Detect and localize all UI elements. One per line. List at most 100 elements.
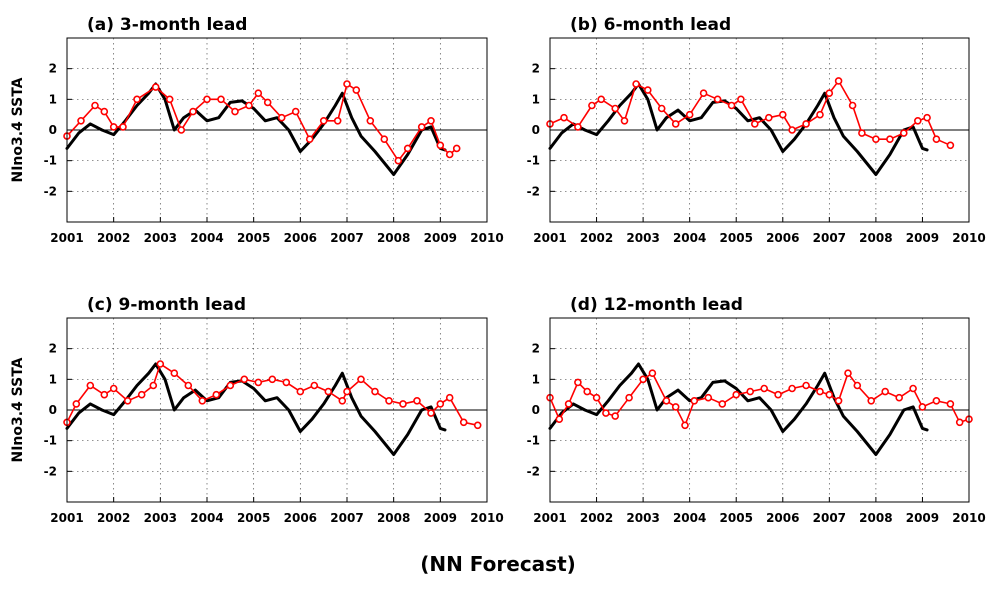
- forecast-point: [611, 104, 620, 113]
- x-tick-label: 2004: [673, 231, 706, 245]
- forecast-point: [737, 95, 745, 104]
- forecast-point: [746, 387, 755, 396]
- forecast-point: [574, 123, 582, 131]
- forecast-point: [643, 86, 652, 94]
- forecast-point: [427, 409, 435, 417]
- forecast-point: [611, 412, 620, 420]
- y-tick-label: 1: [49, 92, 57, 106]
- forecast-point: [788, 126, 796, 134]
- forecast-point: [385, 396, 393, 405]
- y-tick-label: 0: [49, 403, 57, 417]
- x-tick-label: 2008: [859, 511, 892, 525]
- forecast-point: [657, 104, 666, 113]
- forecast-point: [333, 117, 342, 125]
- x-tick-label: 2008: [859, 231, 892, 245]
- x-tick-label: 2006: [766, 231, 799, 245]
- forecast-point: [151, 83, 160, 91]
- forecast-point: [338, 396, 347, 405]
- forecast-point: [240, 375, 249, 384]
- forecast-point: [352, 86, 361, 94]
- forecast-point: [156, 360, 165, 368]
- forecast-point: [632, 80, 640, 88]
- forecast-point: [399, 400, 407, 408]
- x-tick-label: 2001: [533, 231, 566, 245]
- forecast-point: [858, 129, 866, 137]
- forecast-point: [473, 421, 482, 430]
- forecast-point: [177, 126, 186, 134]
- forecast-point: [955, 418, 964, 427]
- x-tick-label: 2005: [720, 511, 753, 525]
- x-tick-label: 2005: [720, 231, 753, 245]
- forecast-point: [231, 107, 239, 116]
- forecast-point: [932, 135, 941, 143]
- x-tick-label: 2006: [284, 511, 317, 525]
- forecast-point: [834, 77, 843, 85]
- forecast-point: [296, 387, 305, 396]
- y-tick-label: 2: [532, 62, 540, 76]
- forecast-point: [867, 396, 876, 405]
- forecast-point: [310, 381, 319, 390]
- forecast-point: [217, 95, 225, 104]
- forecast-point: [774, 390, 782, 399]
- figure-caption: (NN Forecast): [420, 552, 576, 576]
- forecast-point: [436, 400, 445, 408]
- forecast-point: [727, 101, 736, 110]
- x-tick-label: 2010: [470, 231, 503, 245]
- forecast-point: [371, 387, 379, 396]
- forecast-point: [77, 117, 85, 125]
- x-tick-label: 2009: [424, 231, 457, 245]
- x-tick-label: 2010: [952, 511, 985, 525]
- x-tick-label: 2002: [580, 511, 613, 525]
- forecast-point: [704, 393, 713, 402]
- forecast-point: [170, 369, 179, 378]
- forecast-point: [816, 110, 824, 119]
- forecast-point: [445, 393, 454, 402]
- forecast-point: [198, 396, 207, 405]
- forecast-point: [91, 101, 99, 110]
- chart-panel-1: 2001 2002 2003 2004 2005 2006 2007 2008 2009 2010…: [10, 15, 504, 245]
- forecast-point: [417, 123, 426, 131]
- forecast-point: [620, 117, 629, 125]
- forecast-point: [946, 400, 955, 408]
- forecast-point: [685, 110, 694, 119]
- forecast-point: [291, 107, 300, 116]
- forecast-point: [932, 396, 941, 405]
- y-tick-label: -2: [44, 184, 57, 198]
- forecast-point: [713, 95, 722, 104]
- forecast-point: [788, 384, 796, 393]
- panel-title: (d) 12-month lead: [570, 295, 743, 315]
- forecast-point: [203, 95, 211, 104]
- x-tick-label: 2007: [330, 231, 363, 245]
- forecast-point: [764, 113, 773, 122]
- forecast-point: [427, 117, 435, 125]
- y-tick-label: 2: [532, 342, 540, 356]
- chart-panel-4: 2001 2002 2003 2004 2005 2006 2007 2008 2009 2010…: [527, 295, 986, 525]
- chart-panel-2: 2001 2002 2003 2004 2005 2006 2007 2008 2009 2010…: [527, 15, 986, 245]
- forecast-point: [343, 387, 351, 396]
- forecast-point: [366, 117, 375, 125]
- y-tick-label: -1: [44, 154, 57, 168]
- y-tick-label: -1: [527, 434, 540, 448]
- forecast-point: [602, 409, 610, 417]
- forecast-point: [123, 396, 132, 405]
- panel-title: (b) 6-month lead: [570, 15, 731, 35]
- y-tick-label: 0: [532, 403, 540, 417]
- forecast-point: [671, 120, 680, 128]
- forecast-point: [324, 387, 333, 396]
- y-tick-label: 0: [532, 123, 540, 137]
- x-tick-label: 2003: [144, 231, 177, 245]
- x-tick-label: 2002: [580, 231, 613, 245]
- forecast-point: [895, 393, 904, 402]
- x-tick-label: 2001: [50, 511, 83, 525]
- forecast-point: [263, 98, 272, 107]
- x-tick-label: 2001: [533, 511, 566, 525]
- y-axis-label: NIno3.4 SSTA: [10, 357, 26, 462]
- forecast-point: [319, 117, 328, 125]
- x-tick-label: 2010: [952, 231, 985, 245]
- forecast-point: [357, 375, 365, 384]
- forecast-point: [119, 123, 127, 131]
- x-tick-label: 2006: [766, 511, 799, 525]
- forecast-point: [394, 156, 403, 165]
- x-tick-label: 2008: [377, 231, 410, 245]
- y-tick-label: 1: [532, 92, 540, 106]
